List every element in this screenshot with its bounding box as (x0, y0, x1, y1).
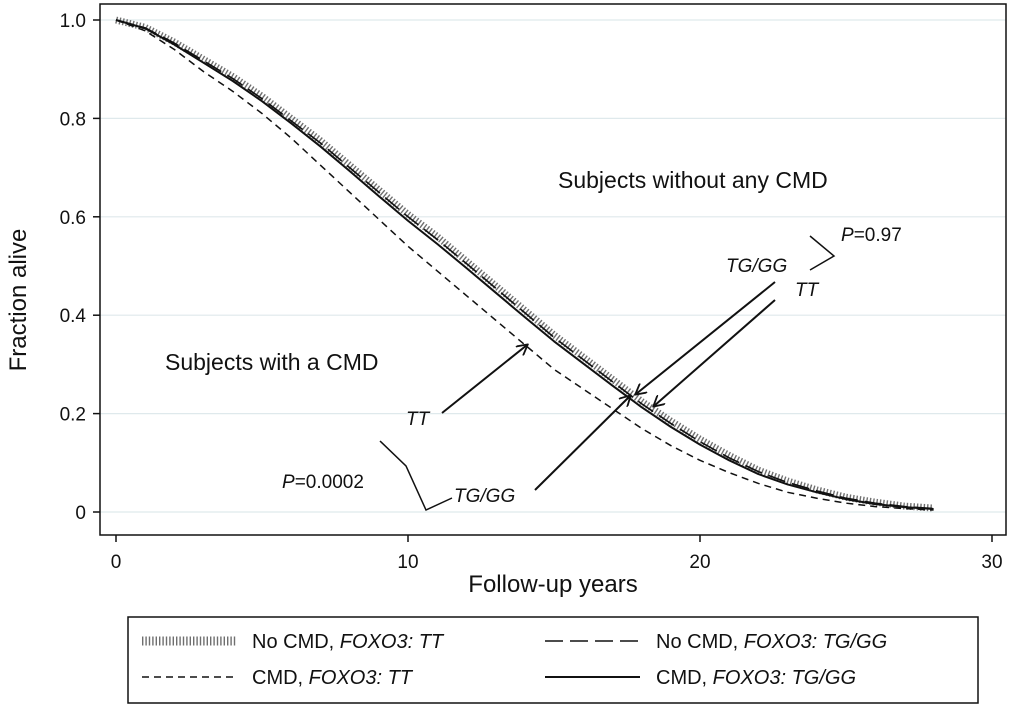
legend-label: No CMD, FOXO3: TG/GG (656, 631, 887, 653)
grid-lines (100, 19, 1006, 513)
y-tick-label: 0.4 (60, 306, 87, 327)
arrow-tt-upper (654, 299, 776, 406)
label-tt-upper: TT (795, 280, 820, 301)
axes: 0 0.2 0.4 0.6 0.8 1.0 0 10 20 30 (60, 11, 1003, 573)
arrow-tt-lower (441, 345, 527, 414)
label-tt-lower: TT (406, 409, 431, 430)
p-value-without-cmd: P=0.97 (841, 225, 902, 246)
annotations: Subjects without any CMD Subjects with a… (165, 167, 902, 511)
x-tick-label: 10 (397, 552, 418, 573)
x-axis-title: Follow-up years (468, 571, 637, 598)
legend-label: CMD, FOXO3: TG/GG (656, 667, 856, 689)
x-tick-label: 30 (981, 552, 1002, 573)
bracket-with-cmd (379, 440, 453, 511)
annotation-without-cmd: Subjects without any CMD (558, 167, 828, 193)
series-line-dash (115, 19, 934, 511)
arrow-tggg-lower (534, 396, 630, 491)
series-line-solid (115, 19, 934, 511)
x-tick-label: 20 (689, 552, 710, 573)
arrows (441, 281, 776, 491)
p-value-with-cmd: P=0.0002 (282, 472, 364, 493)
y-axis-title: Fraction alive (5, 229, 32, 372)
y-tick-label: 1.0 (60, 11, 86, 32)
arrow-tggg-upper (636, 281, 776, 394)
annotation-with-cmd: Subjects with a CMD (165, 349, 378, 375)
legend-label: No CMD, FOXO3: TT (252, 631, 445, 653)
y-tick-label: 0 (75, 503, 86, 524)
series-line-hatched (115, 16, 934, 512)
plot-frame (99, 3, 1007, 536)
series-line-longdash (115, 19, 934, 510)
legend: No CMD, FOXO3: TT No CMD, FOXO3: TG/GG CMD… (127, 616, 979, 704)
series-lines (115, 16, 934, 512)
y-tick-label: 0.2 (60, 405, 86, 426)
legend-box (127, 616, 979, 704)
y-tick-label: 0.8 (60, 109, 86, 130)
legend-label: CMD, FOXO3: TT (252, 667, 414, 689)
x-tick-label: 0 (111, 552, 122, 573)
y-tick-label: 0.6 (60, 208, 86, 229)
label-tggg-lower: TG/GG (454, 486, 515, 507)
label-tggg-upper: TG/GG (726, 256, 787, 277)
bracket-without-cmd (809, 235, 836, 271)
